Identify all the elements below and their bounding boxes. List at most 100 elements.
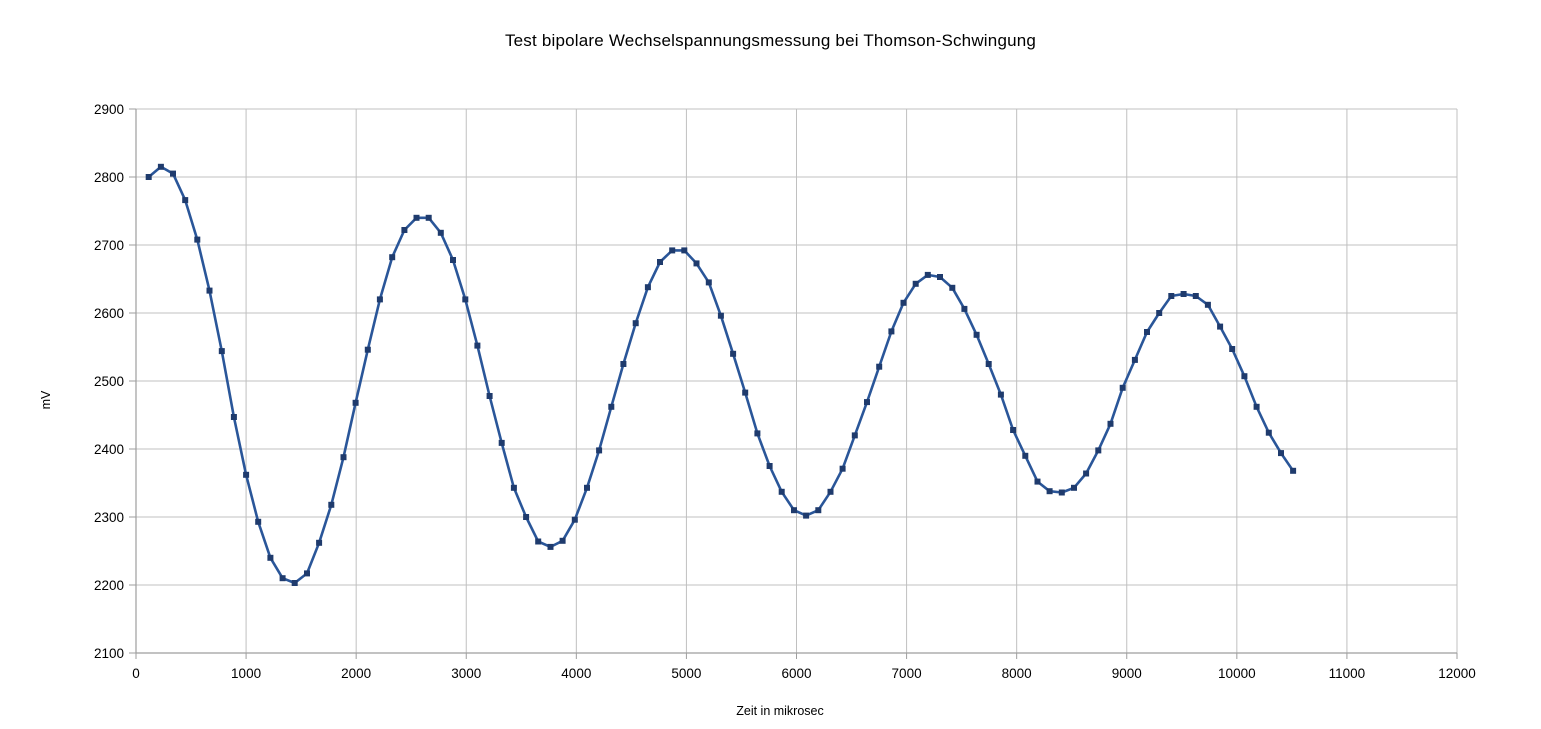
- x-tick-label: 1000: [231, 666, 261, 681]
- y-tick-label: 2200: [94, 578, 124, 593]
- y-tick-label: 2900: [94, 102, 124, 117]
- data-point-marker: [864, 399, 870, 406]
- data-point-marker: [803, 512, 810, 519]
- x-tick-label: 3000: [451, 666, 481, 681]
- y-tick-label: 2700: [94, 238, 124, 253]
- data-point-marker: [1241, 373, 1248, 380]
- data-point-marker: [206, 287, 213, 294]
- data-point-marker: [1071, 484, 1077, 491]
- data-point-marker: [340, 454, 347, 461]
- data-point-marker: [364, 346, 371, 353]
- data-point-marker: [742, 389, 749, 396]
- data-point-marker: [1095, 447, 1102, 454]
- data-point-marker: [352, 399, 359, 406]
- data-point-marker: [888, 328, 895, 335]
- x-tick-label: 5000: [671, 666, 701, 681]
- data-point-marker: [937, 274, 943, 280]
- data-point-marker: [717, 312, 724, 319]
- data-point-marker: [669, 247, 676, 254]
- data-point-marker: [620, 361, 627, 367]
- data-point-marker: [230, 414, 237, 420]
- data-point-marker: [535, 538, 542, 545]
- data-point-marker: [985, 361, 992, 367]
- data-point-marker: [291, 580, 298, 586]
- data-point-marker: [523, 514, 530, 520]
- data-point-marker: [876, 363, 883, 370]
- data-point-marker: [973, 331, 980, 338]
- data-point-marker: [1290, 467, 1297, 474]
- data-point-marker: [632, 320, 639, 327]
- data-point-marker: [1107, 420, 1114, 427]
- data-point-marker: [900, 299, 907, 306]
- y-tick-label: 2500: [94, 374, 124, 389]
- data-point-marker: [486, 393, 493, 399]
- x-tick-label: 10000: [1218, 666, 1256, 681]
- data-point-marker: [681, 247, 688, 254]
- y-tick-label: 2600: [94, 306, 124, 321]
- x-tick-label: 8000: [1002, 666, 1032, 681]
- data-point-marker: [584, 484, 590, 491]
- data-point-marker: [157, 163, 164, 170]
- data-point-marker: [1229, 346, 1236, 352]
- data-point-marker: [389, 254, 396, 261]
- x-tick-label: 7000: [892, 666, 922, 681]
- data-point-marker: [1265, 429, 1272, 436]
- data-point-marker: [316, 539, 323, 546]
- data-point-marker: [425, 214, 432, 221]
- data-point-marker: [1253, 403, 1260, 410]
- series-line: [147, 165, 1295, 585]
- data-point-marker: [778, 488, 785, 495]
- data-point-marker: [827, 488, 834, 495]
- data-point-marker: [1119, 384, 1126, 391]
- data-point-marker: [657, 259, 663, 265]
- data-point-marker: [766, 463, 773, 469]
- data-point-marker: [450, 257, 456, 263]
- data-point-marker: [1083, 470, 1090, 477]
- data-point-marker: [218, 348, 225, 355]
- data-point-marker: [851, 432, 858, 439]
- data-point-marker: [791, 507, 797, 514]
- data-point-marker: [1168, 293, 1175, 299]
- x-axis-title: Zeit in mikrosec: [736, 704, 824, 718]
- data-point-marker: [401, 227, 408, 233]
- x-tick-label: 4000: [561, 666, 591, 681]
- data-point-marker: [547, 543, 554, 550]
- data-point-marker: [1156, 310, 1163, 316]
- x-tick-label: 2000: [341, 666, 371, 681]
- y-tick-label: 2300: [94, 510, 124, 525]
- data-point-marker: [912, 280, 919, 287]
- data-point-marker: [498, 439, 505, 446]
- data-point-marker: [644, 284, 651, 291]
- data-point-marker: [596, 447, 603, 454]
- x-tick-label: 9000: [1112, 666, 1142, 681]
- x-tick-label: 0: [132, 666, 140, 681]
- data-point-marker: [1046, 488, 1053, 495]
- x-tick-label: 6000: [781, 666, 811, 681]
- data-point-marker: [924, 271, 931, 278]
- data-point-marker: [1278, 450, 1284, 457]
- data-point-marker: [1204, 301, 1211, 308]
- data-point-marker: [1034, 478, 1041, 485]
- chart-title: Test bipolare Wechselspannungsmessung be…: [504, 31, 1037, 50]
- data-point-marker: [1192, 293, 1199, 299]
- data-point-marker: [194, 236, 201, 243]
- data-point-marker: [730, 350, 737, 357]
- y-tick-label: 2400: [94, 442, 124, 457]
- data-point-marker: [304, 570, 310, 577]
- data-point-marker: [243, 471, 250, 478]
- data-point-marker: [328, 501, 335, 508]
- data-point-marker: [267, 554, 274, 561]
- data-point-marker: [462, 296, 469, 303]
- data-point-marker: [1058, 489, 1065, 496]
- data-point-marker: [170, 170, 176, 177]
- data-point-marker: [571, 516, 578, 523]
- data-point-marker: [376, 296, 383, 303]
- data-point-marker: [1010, 427, 1017, 433]
- data-point-marker: [279, 575, 286, 582]
- data-point-marker: [754, 430, 761, 437]
- data-point-marker: [1180, 291, 1187, 297]
- x-tick-label: 11000: [1329, 666, 1366, 681]
- data-point-marker: [949, 284, 956, 291]
- data-point-marker: [1144, 329, 1150, 335]
- data-point-marker: [1022, 452, 1029, 459]
